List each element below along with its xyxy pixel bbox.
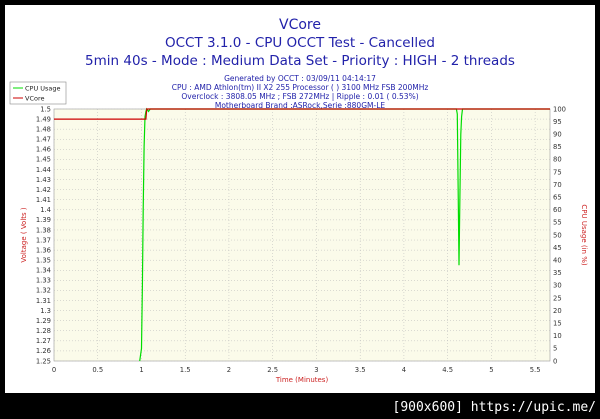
y-tick-label: 1.34 bbox=[36, 267, 51, 275]
y2-tick-label: 100 bbox=[553, 105, 566, 113]
info-line-2: CPU : AMD Athlon(tm) II X2 255 Processor… bbox=[172, 83, 429, 92]
series-lines bbox=[54, 107, 550, 362]
legend-label-cpu-usage: CPU Usage bbox=[25, 85, 61, 93]
y2-tick-label: 20 bbox=[553, 307, 562, 315]
chart-title: VCore bbox=[279, 17, 321, 33]
legend-label-vcore: VCore bbox=[25, 95, 45, 103]
y-tick-label: 1.36 bbox=[36, 246, 51, 254]
y-tick-label: 1.28 bbox=[36, 327, 51, 335]
watermark-text: [900x600] https://upic.me/ bbox=[392, 400, 597, 415]
y2-tick-label: 55 bbox=[553, 219, 562, 227]
y-tick-label: 1.4 bbox=[40, 206, 51, 214]
y-tick-label: 1.42 bbox=[36, 186, 51, 194]
ticks: 1.25 1.26 1.27 1.28 1.29 1.3 1.31 1.32 1.33 1.34 1… bbox=[36, 105, 566, 374]
y-tick-label: 1.31 bbox=[36, 297, 51, 305]
y-tick-label: 1.37 bbox=[36, 236, 51, 244]
chart-subtitle-1: OCCT 3.1.0 - CPU OCCT Test - Cancelled bbox=[165, 35, 435, 51]
chart: VCore OCCT 3.1.0 - CPU OCCT Test - Cance… bbox=[9, 17, 588, 384]
y-axis-label: Voltage ( Volts ) bbox=[20, 207, 28, 263]
x-tick-label: 3.5 bbox=[355, 366, 366, 374]
y-tick-label: 1.35 bbox=[36, 257, 51, 265]
y2-tick-label: 70 bbox=[553, 181, 562, 189]
x-tick-label: 0.5 bbox=[92, 366, 103, 374]
y2-tick-label: 10 bbox=[553, 332, 562, 340]
chart-subtitle-2: 5min 40s - Mode : Medium Data Set - Prio… bbox=[85, 53, 515, 69]
y-tick-label: 1.26 bbox=[36, 347, 51, 355]
y2-tick-label: 35 bbox=[553, 269, 562, 277]
y-tick-label: 1.44 bbox=[36, 166, 51, 174]
y2-tick-label: 50 bbox=[553, 231, 562, 239]
y2-tick-label: 5 bbox=[553, 345, 557, 353]
x-tick-label: 4 bbox=[402, 366, 406, 374]
y2-tick-label: 25 bbox=[553, 294, 562, 302]
y2-axis-label: CPU Usage (in %) bbox=[580, 204, 588, 265]
y2-tick-label: 30 bbox=[553, 282, 562, 290]
y-tick-label: 1.46 bbox=[36, 146, 51, 154]
y2-tick-label: 0 bbox=[553, 357, 557, 365]
y-tick-label: 1.25 bbox=[36, 357, 51, 365]
y2-tick-label: 80 bbox=[553, 156, 562, 164]
y-tick-label: 1.3 bbox=[40, 307, 51, 315]
y-tick-label: 1.49 bbox=[36, 115, 51, 123]
legend-box bbox=[9, 81, 67, 105]
y2-tick-label: 85 bbox=[553, 143, 562, 151]
y2-tick-label: 60 bbox=[553, 206, 562, 214]
y-tick-label: 1.47 bbox=[36, 136, 51, 144]
y-tick-label: 1.27 bbox=[36, 337, 51, 345]
x-tick-label: 3 bbox=[314, 366, 318, 374]
y-tick-label: 1.29 bbox=[36, 317, 51, 325]
y2-tick-label: 65 bbox=[553, 194, 562, 202]
y-tick-label: 1.45 bbox=[36, 156, 51, 164]
y-tick-label: 1.48 bbox=[36, 125, 51, 133]
info-line-1: Generated by OCCT : 03/09/11 04:14:17 bbox=[224, 74, 376, 83]
y-tick-label: 1.43 bbox=[36, 176, 51, 184]
legend: CPU Usage VCore bbox=[9, 81, 67, 105]
info-line-4: Motherboard Brand :ASRock,Serie :880GM-L… bbox=[215, 101, 385, 110]
x-tick-label: 5 bbox=[489, 366, 493, 374]
y2-tick-label: 45 bbox=[553, 244, 562, 252]
chart-frame: VCore OCCT 3.1.0 - CPU OCCT Test - Cance… bbox=[5, 5, 595, 393]
x-tick-label: 1.5 bbox=[180, 366, 191, 374]
x-tick-label: 2.5 bbox=[267, 366, 278, 374]
y-tick-label: 1.38 bbox=[36, 226, 51, 234]
y-tick-label: 1.39 bbox=[36, 216, 51, 224]
series-line-vcore bbox=[54, 108, 550, 120]
y-tick-label: 1.32 bbox=[36, 287, 51, 295]
y2-tick-label: 95 bbox=[553, 118, 562, 126]
y-tick-label: 1.33 bbox=[36, 277, 51, 285]
x-tick-label: 1 bbox=[139, 366, 143, 374]
y2-tick-label: 40 bbox=[553, 257, 562, 265]
y2-tick-label: 15 bbox=[553, 320, 562, 328]
x-tick-label: 0 bbox=[52, 366, 56, 374]
x-axis-label: Time (Minutes) bbox=[275, 376, 329, 384]
plot-area bbox=[53, 108, 551, 362]
y-tick-label: 1.41 bbox=[36, 196, 51, 204]
grid bbox=[53, 108, 550, 362]
y-tick-label: 1.5 bbox=[40, 105, 51, 113]
x-tick-label: 4.5 bbox=[442, 366, 453, 374]
x-tick-label: 5.5 bbox=[530, 366, 541, 374]
info-line-3: Overclock : 3808.05 MHz ; FSB 272MHz | R… bbox=[181, 92, 418, 101]
watermark: [900x600] https://upic.me/ bbox=[0, 397, 597, 419]
y2-tick-label: 90 bbox=[553, 131, 562, 139]
y2-tick-label: 75 bbox=[553, 168, 562, 176]
x-tick-label: 2 bbox=[227, 366, 231, 374]
